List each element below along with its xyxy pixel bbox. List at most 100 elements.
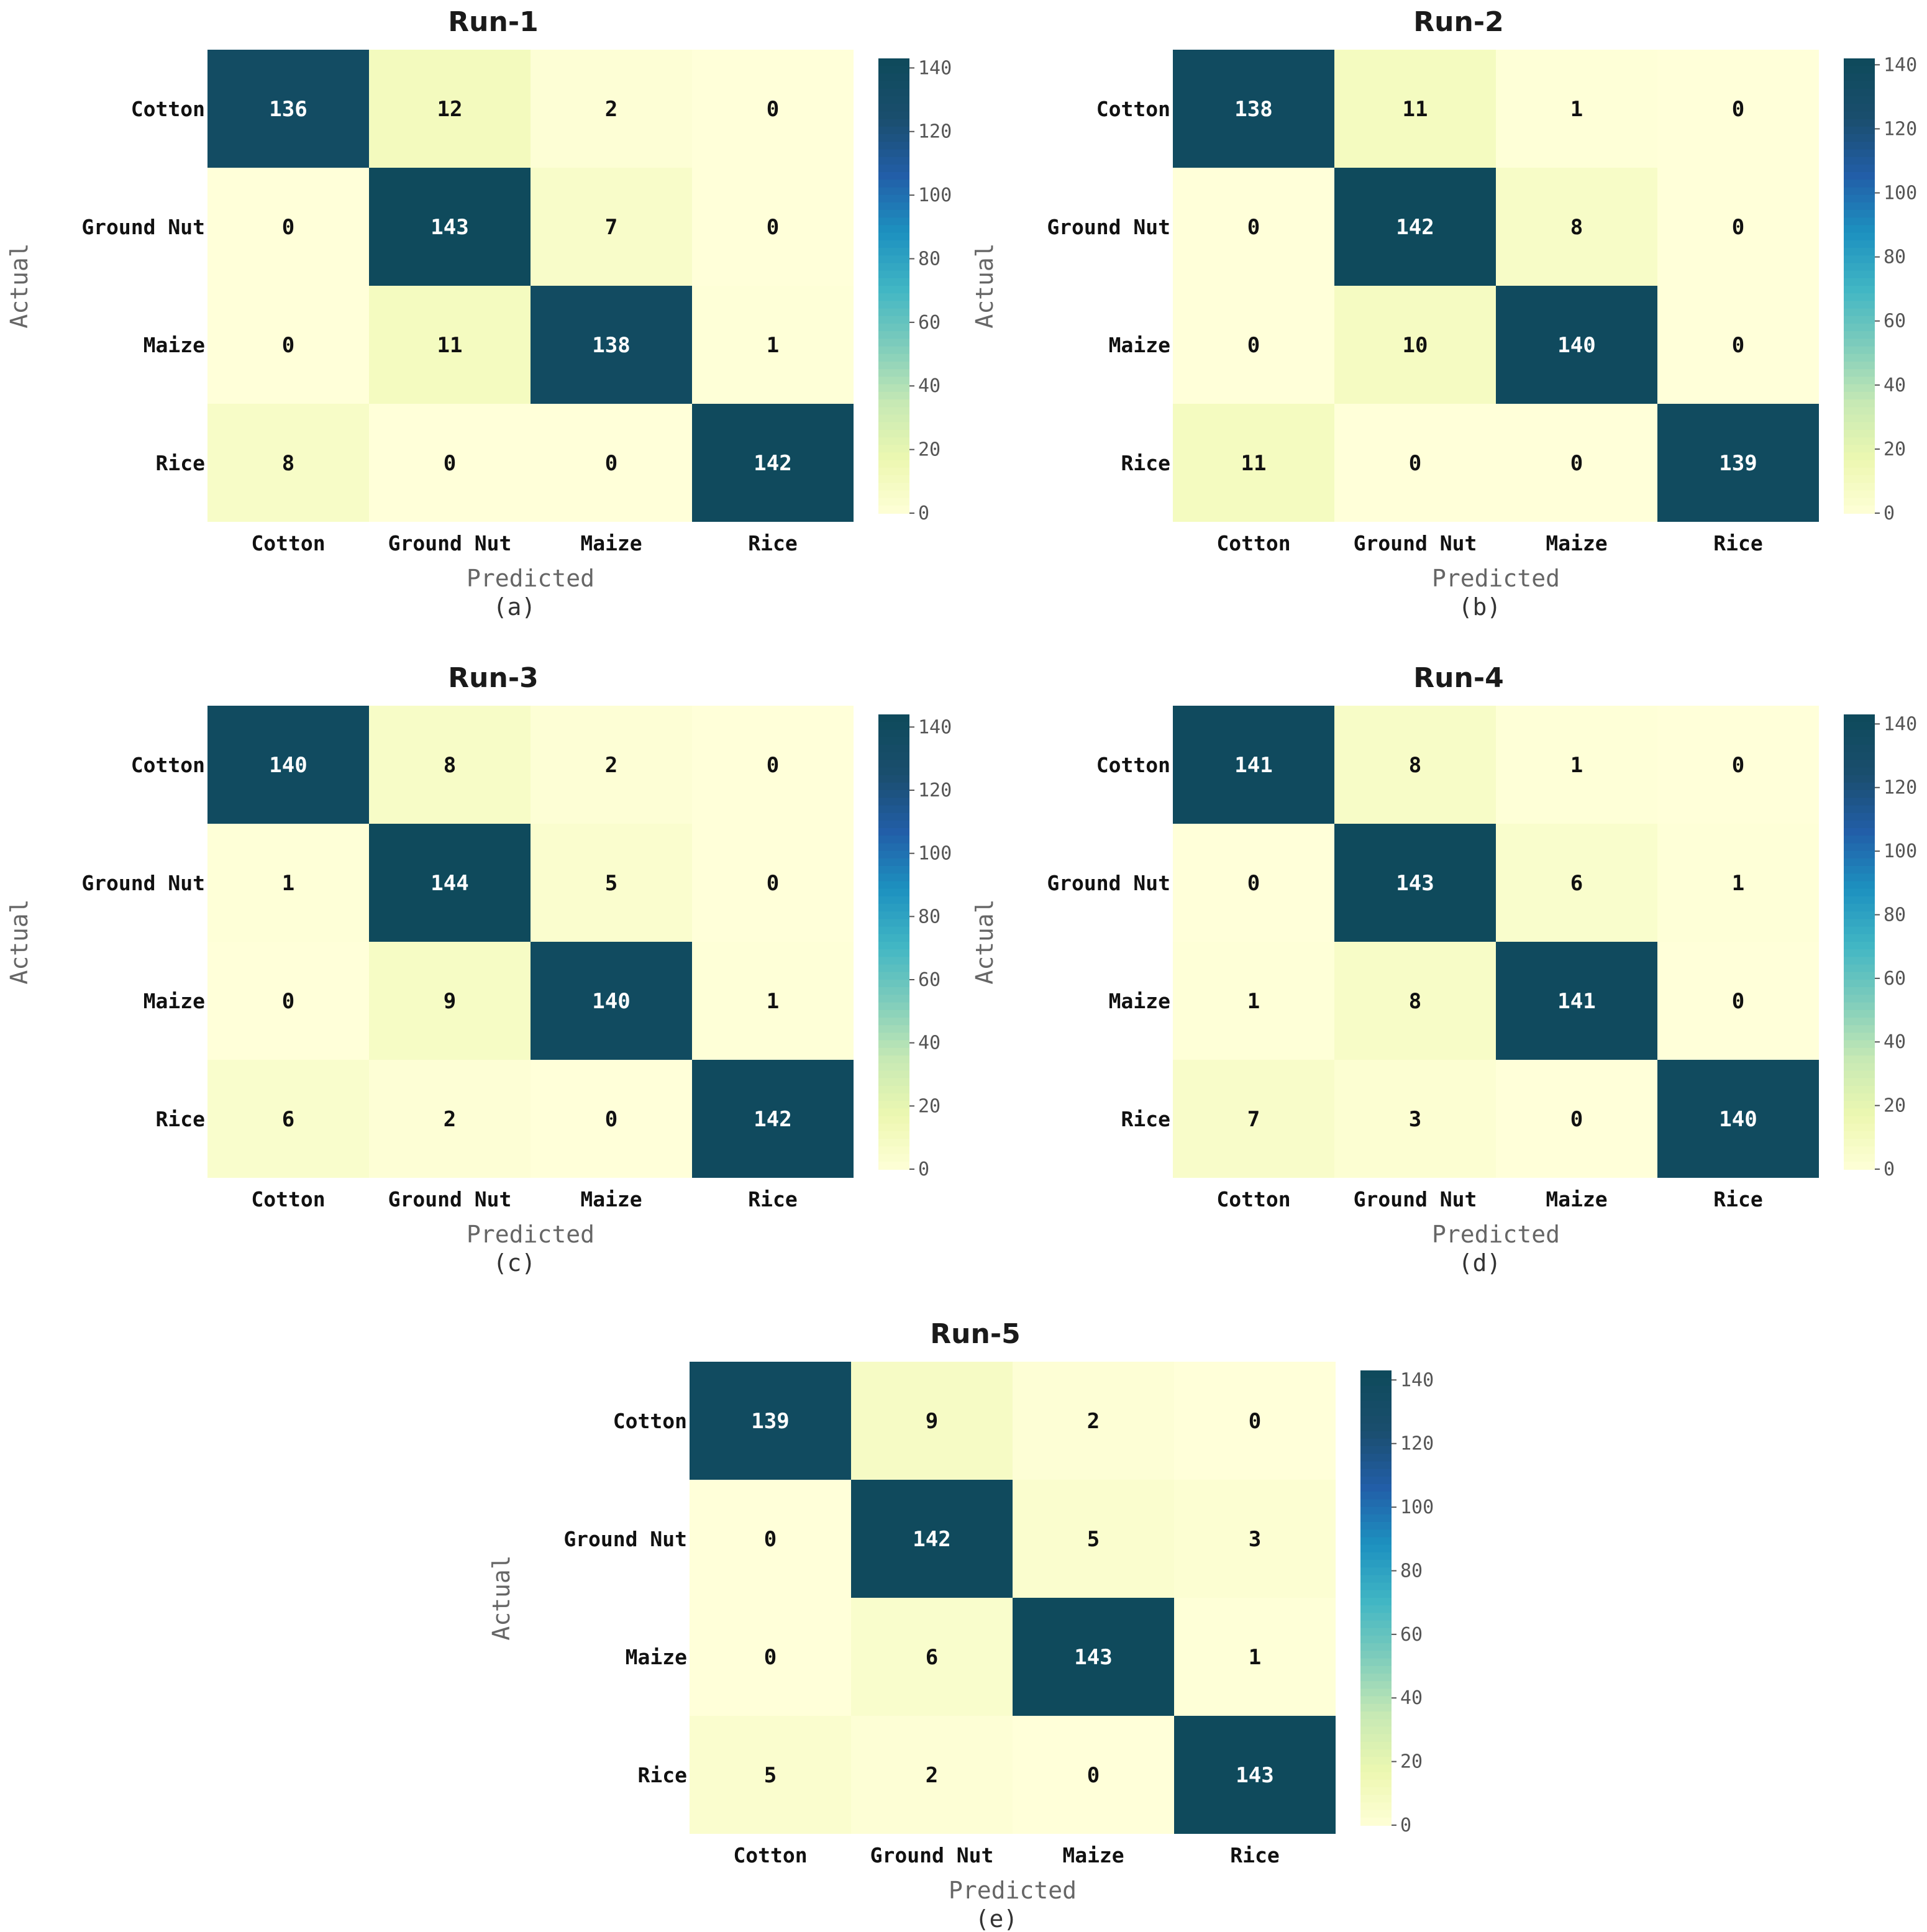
cell-value-label: 2 (605, 97, 617, 122)
colorbar-segment (878, 217, 909, 226)
cell-value-label: 1 (767, 333, 779, 358)
colorbar-segment (878, 202, 909, 211)
y-tick-label: Rice (156, 451, 205, 475)
colorbar-tick-label: 120 (1400, 1433, 1434, 1455)
colorbar-segment (1360, 1438, 1392, 1447)
colorbar-segment (1844, 422, 1875, 431)
heatmap-cell (690, 1598, 851, 1716)
colorbar-segment (1844, 225, 1875, 234)
cell-value-label: 143 (430, 215, 468, 240)
heatmap-cell (531, 286, 692, 404)
colorbar-tick-label: 40 (918, 375, 941, 397)
cell-value-label: 142 (913, 1527, 950, 1552)
colorbar-segment (1844, 308, 1875, 317)
colorbar-segment (1844, 437, 1875, 446)
colorbar-segment (878, 775, 909, 783)
cell-value-label: 0 (1732, 989, 1744, 1014)
colorbar-segment (1360, 1492, 1392, 1500)
colorbar-segment (1360, 1454, 1392, 1462)
colorbar-segment (1844, 126, 1875, 135)
colorbar-segment (878, 866, 909, 875)
colorbar-segment (1844, 987, 1875, 996)
cell-value-label: 142 (1396, 215, 1434, 240)
x-axis-label: Predicted (1432, 1221, 1560, 1248)
heatmap-cell (1496, 942, 1657, 1060)
x-tick-label: Cotton (251, 531, 325, 555)
colorbar-segment (878, 445, 909, 453)
y-tick-label: Cotton (613, 1409, 687, 1433)
cell-value-label: 0 (1409, 451, 1421, 476)
heatmap-cell (207, 286, 369, 404)
colorbar-segment (1844, 760, 1875, 768)
cell-value-label: 1 (1247, 989, 1260, 1014)
y-axis-label: Actual (971, 243, 998, 328)
colorbar-segment (878, 263, 909, 271)
heatmap-cell (369, 1060, 531, 1178)
subfigure-label: (c) (493, 1249, 536, 1277)
colorbar-segment (1844, 384, 1875, 393)
colorbar-segment (1844, 805, 1875, 814)
cell-value-label: 6 (282, 1107, 294, 1132)
colorbar-segment (1844, 828, 1875, 837)
heatmap-cell (690, 1716, 851, 1834)
cell-value-label: 8 (1409, 753, 1421, 778)
colorbar-segment (878, 240, 909, 248)
colorbar-segment (1360, 1741, 1392, 1750)
colorbar-segment (878, 1123, 909, 1132)
colorbar-segment (878, 980, 909, 988)
colorbar-segment (1360, 1726, 1392, 1735)
cell-value-label: 1 (1732, 871, 1744, 896)
x-tick-label: Ground Nut (1354, 1187, 1477, 1211)
colorbar-segment (878, 142, 909, 150)
colorbar-segment (1844, 1146, 1875, 1155)
colorbar-segment (1360, 1757, 1392, 1766)
colorbar-segment (1844, 744, 1875, 753)
heatmap-cell (207, 168, 369, 286)
heatmap-cell (207, 50, 369, 168)
colorbar-segment (1360, 1484, 1392, 1493)
chart-title: Run-1 (448, 6, 538, 38)
x-tick-label: Rice (748, 531, 797, 555)
colorbar-segment (1844, 376, 1875, 385)
cell-value-label: 143 (1396, 871, 1434, 896)
colorbar-segment (1844, 270, 1875, 279)
colorbar-tick-label: 80 (1884, 904, 1906, 926)
heatmap-cell (851, 1598, 1013, 1716)
cell-value-label: 0 (767, 753, 779, 778)
colorbar-tick-label: 100 (1884, 183, 1917, 204)
colorbar-segment (1360, 1552, 1392, 1561)
colorbar-tick-label: 60 (1400, 1624, 1423, 1646)
cell-value-label: 9 (926, 1409, 938, 1434)
colorbar-segment (1844, 798, 1875, 806)
y-tick-label: Maize (1109, 333, 1170, 357)
colorbar-tick-label: 40 (1884, 1031, 1906, 1053)
colorbar-segment (878, 843, 909, 852)
y-tick-label: Ground Nut (81, 871, 205, 895)
colorbar-segment (878, 475, 909, 484)
colorbar-tick-label: 120 (918, 780, 952, 801)
colorbar-segment (878, 888, 909, 897)
colorbar-segment (878, 452, 909, 461)
colorbar-tick-label: 40 (918, 1032, 941, 1054)
colorbar-segment (878, 376, 909, 385)
x-tick-label: Cotton (1216, 531, 1290, 555)
subfigure-label: (d) (1459, 1249, 1501, 1277)
colorbar-segment (878, 324, 909, 332)
heatmap-cell (1013, 1598, 1174, 1716)
heatmap-cell (692, 286, 854, 404)
heatmap-cell (1334, 404, 1496, 522)
heatmap-cell (1173, 942, 1334, 1060)
colorbar-segment (878, 790, 909, 799)
cell-value-label: 5 (605, 871, 617, 896)
colorbar-segment (878, 1063, 909, 1072)
colorbar-segment (878, 1055, 909, 1064)
y-tick-label: Cotton (131, 753, 205, 777)
colorbar-tick-label: 80 (918, 248, 941, 270)
colorbar-segment (1360, 1643, 1392, 1652)
colorbar-tick-label: 0 (1400, 1815, 1411, 1836)
x-axis-label: Predicted (467, 565, 594, 592)
colorbar-segment (1360, 1514, 1392, 1523)
